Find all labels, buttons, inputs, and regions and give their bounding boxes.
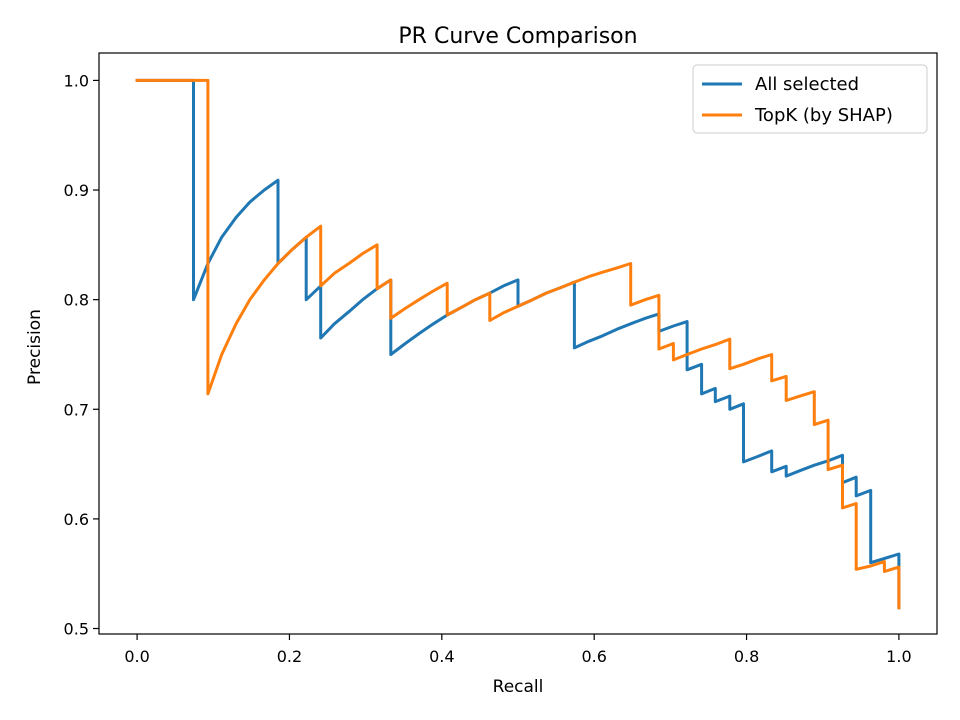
x-tick-label: 0.8 — [734, 647, 759, 666]
x-tick-label: 0.2 — [277, 647, 302, 666]
series-line-all-selected — [135, 78, 901, 610]
series-lines — [135, 78, 901, 610]
x-axis-ticks: 0.0 0.2 0.4 0.6 0.8 1.0 — [124, 634, 912, 666]
y-axis-label: Precision — [25, 309, 45, 385]
y-tick-label: 0.8 — [64, 291, 89, 310]
legend: All selected TopK (by SHAP) — [692, 64, 928, 134]
y-tick-label: 0.6 — [64, 510, 89, 529]
y-tick-label: 0.7 — [64, 400, 89, 419]
chart-title: PR Curve Comparison — [398, 24, 637, 49]
y-tick-label: 0.9 — [64, 181, 89, 200]
legend-box — [692, 64, 928, 134]
x-tick-label: 0.6 — [581, 647, 606, 666]
x-tick-label: 1.0 — [886, 647, 911, 666]
y-tick-label: 1.0 — [64, 71, 89, 90]
x-axis-label: Recall — [493, 677, 544, 697]
legend-label: All selected — [755, 74, 859, 95]
x-tick-label: 0.4 — [429, 647, 454, 666]
legend-label: TopK (by SHAP) — [754, 105, 893, 126]
series-line-topk-shap — [135, 78, 901, 610]
y-tick-label: 0.5 — [64, 620, 89, 639]
y-axis-ticks: 0.5 0.6 0.7 0.8 0.9 1.0 — [64, 71, 99, 639]
x-tick-label: 0.0 — [124, 647, 149, 666]
plot-frame — [98, 52, 938, 635]
